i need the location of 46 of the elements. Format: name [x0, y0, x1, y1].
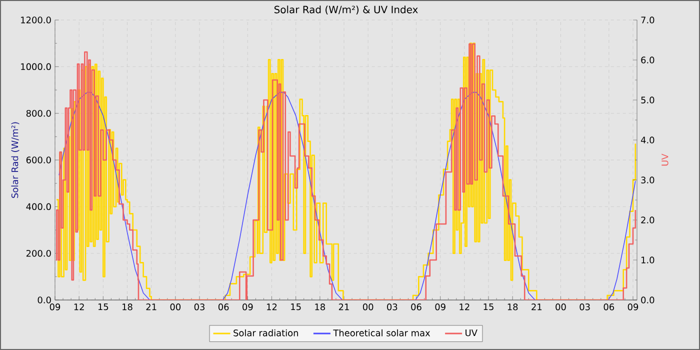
x-tick-label: 18	[122, 304, 132, 310]
x-tick-label: 12	[74, 304, 84, 310]
y-tick-label: 0.0	[38, 296, 51, 304]
legend-label: Solar radiation	[234, 329, 298, 336]
x-tick-label: 06	[218, 304, 229, 310]
y2-tick-label: 5.0	[641, 96, 654, 104]
legend-label: UV	[466, 330, 478, 336]
y2-tick-label: 2.0	[641, 216, 654, 224]
x-tick-label: 03	[194, 304, 204, 310]
x-tick-label: 09	[50, 304, 60, 310]
x-tick-label: 21	[146, 304, 156, 310]
x-tick-label: 18	[508, 304, 518, 310]
y2-tick-label: 6.0	[641, 56, 654, 64]
y-axis-title: Solar Rad (W/m²)	[11, 122, 20, 198]
chart-title: Solar Rad (W/m²) & UV Index	[274, 6, 418, 14]
y2-axis-title: UV	[662, 154, 668, 166]
y2-tick-label: 7.0	[641, 16, 654, 24]
x-tick-label: 18	[315, 304, 326, 310]
y-tick-label: 1000.0	[21, 63, 51, 70]
x-tick-label: 00	[170, 304, 181, 310]
y-tick-label: 200.0	[26, 250, 51, 257]
y2-tick-label: 1.0	[642, 256, 654, 264]
x-tick-label: 21	[338, 304, 349, 310]
x-tick-label: 09	[628, 304, 638, 310]
y-tick-label: 800.0	[26, 110, 51, 117]
x-tick-label: 00	[556, 304, 566, 310]
x-tick-label: 00	[362, 304, 374, 310]
x-tick-label: 03	[580, 304, 590, 310]
x-tick-label: 09	[242, 304, 253, 310]
legend-label: Theoretical solar max	[333, 329, 430, 336]
x-tick-label: 15	[291, 304, 301, 310]
x-tick-label: 15	[98, 304, 108, 310]
x-tick-label: 15	[484, 304, 494, 310]
x-tick-label: 09	[435, 304, 446, 310]
x-tick-label: 03	[387, 304, 398, 310]
y2-tick-label: 3.0	[641, 176, 654, 184]
y-tick-label: 1200.0	[21, 16, 51, 24]
x-tick-label: 12	[460, 304, 470, 310]
x-tick-label: 21	[532, 304, 542, 310]
x-tick-label: 06	[411, 304, 422, 310]
y-tick-label: 400.0	[26, 203, 51, 210]
y2-tick-label: 0.0	[641, 296, 654, 304]
x-tick-label: 06	[604, 304, 614, 310]
y-tick-label: 600.0	[26, 156, 51, 164]
x-tick-label: 12	[267, 304, 277, 310]
y2-tick-label: 4.0	[640, 136, 654, 144]
